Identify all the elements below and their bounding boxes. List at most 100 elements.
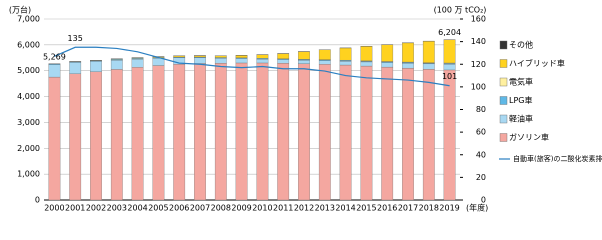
bar-segment [443, 69, 456, 201]
legend-label: 電気車 [509, 77, 533, 87]
x-tick-label: 2013 [315, 204, 335, 213]
bar-segment [214, 63, 227, 201]
x-tick-label: 2012 [294, 204, 314, 213]
bar-segment [360, 61, 373, 67]
bar-segment [256, 62, 269, 201]
x-tick-label: 2014 [335, 204, 355, 213]
y2-tick-label: 20 [476, 173, 486, 182]
bar-segment [194, 63, 206, 201]
data-label: 101 [442, 72, 457, 81]
y2-tick-label: 0 [481, 196, 486, 205]
x-tick-label: 2000 [44, 204, 64, 213]
bar-segment [360, 65, 373, 201]
bar-segment [339, 64, 352, 201]
bar-segment [402, 67, 414, 201]
legend-swatch [499, 96, 508, 105]
y2-tick-label: 80 [476, 105, 486, 114]
bar-segment [422, 41, 435, 63]
bar-segment [131, 67, 144, 201]
bar-segment [443, 64, 456, 71]
bar-segment [277, 59, 290, 64]
legend-swatch [499, 133, 508, 142]
bar-segment [235, 58, 248, 64]
bar-segment [422, 69, 435, 201]
x-tick-label: 2016 [377, 204, 397, 213]
bar-segment [256, 58, 269, 64]
x-tick-label: 2008 [211, 204, 231, 213]
y2-tick-label: 40 [476, 150, 486, 159]
bar-segment [235, 55, 248, 58]
legend-label: その他 [509, 40, 533, 50]
y-tick-label: 1,000 [17, 170, 40, 179]
y-tick-label: 7,000 [17, 15, 40, 24]
bar-segment [318, 64, 331, 201]
x-tick-label: 2004 [127, 204, 147, 213]
bar-segment [339, 60, 352, 66]
legend-swatch [499, 40, 508, 50]
x-tick-label: 2006 [169, 204, 189, 213]
bar-segment [90, 71, 102, 201]
x-tick-label: 2005 [148, 204, 168, 213]
bar-segment [443, 39, 456, 64]
y-tick-label: 6,000 [17, 40, 40, 49]
y2-tick-label: 60 [476, 128, 486, 137]
x-tick-label: 2001 [65, 204, 85, 213]
bar-segment [110, 69, 123, 201]
bar-segment [173, 64, 186, 201]
bar-segment [48, 76, 61, 201]
bar-segment [256, 54, 269, 59]
bar-segment [194, 57, 206, 64]
x-tick-label: 2009 [231, 204, 251, 213]
data-label: 135 [68, 34, 83, 43]
bar-segment [318, 60, 331, 65]
legend-label: ハイブリッド車 [509, 58, 565, 68]
x-tick-label: 2011 [273, 204, 293, 213]
legend-swatch [499, 77, 508, 87]
x-tick-label: 2003 [107, 204, 127, 213]
x-tick-label: 2007 [190, 204, 210, 213]
y2-tick-label: 120 [471, 60, 486, 69]
y-tick-label: 2,000 [17, 144, 40, 153]
bar-segment [152, 65, 165, 201]
bar-segment [277, 63, 290, 201]
x-tick-label: 2019 [439, 204, 459, 213]
annotation: 6,204 [438, 28, 461, 37]
x-tick-label: 2010 [252, 204, 272, 213]
bar-segment [381, 66, 394, 201]
bar-segment [422, 63, 435, 70]
x-tick-label: 2002 [86, 204, 106, 213]
bar-segment [381, 62, 394, 68]
bar-segment [48, 64, 61, 78]
x-tick-label: 2017 [398, 204, 418, 213]
bar-segment [318, 49, 331, 60]
y-tick-label: 5,000 [17, 66, 40, 75]
y-tick-label: 0 [35, 196, 40, 205]
bar-segment [402, 42, 414, 63]
bar-segment [152, 58, 165, 66]
legend-label: ガソリン車 [509, 132, 549, 142]
legend-label: 自動車(旅客)の二酸化炭素排出量 [513, 154, 602, 163]
bar-segment [214, 58, 227, 64]
bar-segment [69, 73, 82, 201]
bar-segment [214, 55, 227, 58]
bar-segment [298, 51, 310, 60]
bar-segment [173, 55, 186, 58]
y-tick-label: 3,000 [17, 118, 40, 127]
line [54, 46, 450, 87]
x-axis-label: (年度) [466, 203, 488, 213]
bar-segment [131, 58, 144, 68]
y2-tick-label: 160 [471, 15, 486, 24]
bar-segment [298, 60, 310, 64]
bar-segment [110, 59, 123, 70]
bar-segment [90, 61, 102, 72]
bar-segment [69, 62, 82, 74]
bar-segment [381, 44, 394, 62]
bar-segment [339, 47, 352, 61]
x-tick-label: 2015 [356, 204, 376, 213]
x-tick-label: 2018 [419, 204, 439, 213]
bar-segment [235, 62, 248, 201]
bar-segment [194, 55, 206, 58]
legend-swatch [499, 59, 508, 68]
bar-segment [360, 46, 373, 62]
chart: (万台) (100 万 tCO₂) (年度) 0 1,000 2,000 3,000 4… [9, 5, 602, 213]
